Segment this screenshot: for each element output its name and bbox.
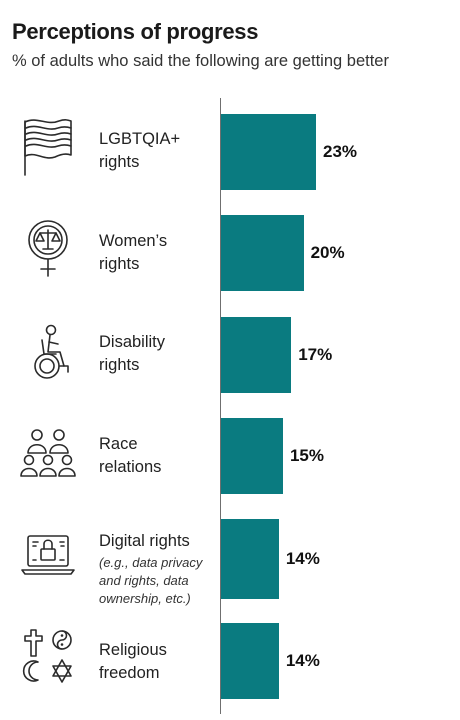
category-label: Religious freedom bbox=[99, 639, 167, 685]
category-note: (e.g., data privacy and rights, data own… bbox=[99, 555, 203, 606]
value-label: 20% bbox=[310, 243, 345, 262]
laptop-lock-icon bbox=[20, 522, 76, 586]
value-label: 14% bbox=[285, 651, 320, 670]
category-label: Digital rights (e.g., data privacy and ri… bbox=[99, 530, 202, 608]
category-label: Women’s rights bbox=[99, 230, 167, 276]
value-label: 15% bbox=[289, 446, 324, 465]
chart-title: Perceptions of progress bbox=[12, 19, 259, 44]
value-axis-baseline bbox=[220, 98, 221, 714]
value-label: 23% bbox=[322, 142, 358, 161]
group-of-people-icon bbox=[20, 420, 76, 484]
bar-row: LGBTQIA+ rights 23% bbox=[0, 0, 460, 190]
value-label: 14% bbox=[285, 549, 320, 568]
category-label: LGBTQIA+ rights bbox=[99, 128, 180, 174]
wheelchair-user-icon bbox=[20, 320, 76, 384]
category-name: Digital rights bbox=[99, 532, 190, 550]
category-name: Disability rights bbox=[99, 333, 166, 374]
bar bbox=[221, 418, 283, 494]
category-name: Race relations bbox=[99, 435, 162, 476]
bar-row: Women’s rights 20% bbox=[0, 0, 460, 291]
female-symbol-scales-icon bbox=[20, 218, 76, 282]
category-name: Religious freedom bbox=[99, 641, 167, 682]
pride-flag-icon bbox=[20, 115, 76, 179]
bar-row: Race relations 15% bbox=[0, 0, 460, 494]
bar bbox=[221, 114, 316, 190]
category-label: Race relations bbox=[99, 433, 161, 479]
bar bbox=[221, 623, 279, 699]
bar bbox=[221, 215, 304, 291]
bar-row: Digital rights (e.g., data privacy and ri… bbox=[0, 0, 460, 606]
bar-row: Religious freedom 14% bbox=[0, 0, 460, 699]
chart-subtitle: % of adults who said the following are g… bbox=[12, 52, 389, 70]
religious-symbols-icon bbox=[20, 624, 76, 688]
category-name: LGBTQIA+ rights bbox=[99, 130, 181, 171]
category-name: Women’s rights bbox=[99, 232, 168, 273]
bar bbox=[221, 317, 292, 393]
value-label: 17% bbox=[298, 345, 333, 364]
bar-row: Disability rights 17% bbox=[0, 0, 460, 393]
bar bbox=[221, 519, 279, 599]
category-label: Disability rights bbox=[99, 331, 165, 377]
